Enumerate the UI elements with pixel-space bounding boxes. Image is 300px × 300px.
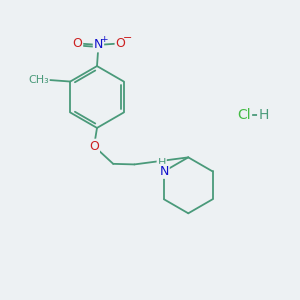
- Text: O: O: [72, 37, 82, 50]
- Text: −: −: [123, 33, 132, 43]
- Text: N: N: [159, 165, 169, 178]
- Text: O: O: [116, 37, 125, 50]
- Text: H: H: [158, 158, 166, 167]
- Text: Cl: Cl: [237, 108, 251, 122]
- Text: H: H: [258, 108, 268, 122]
- Text: +: +: [100, 35, 107, 44]
- Text: CH₃: CH₃: [28, 75, 49, 85]
- Text: O: O: [89, 140, 99, 153]
- Text: N: N: [94, 38, 103, 51]
